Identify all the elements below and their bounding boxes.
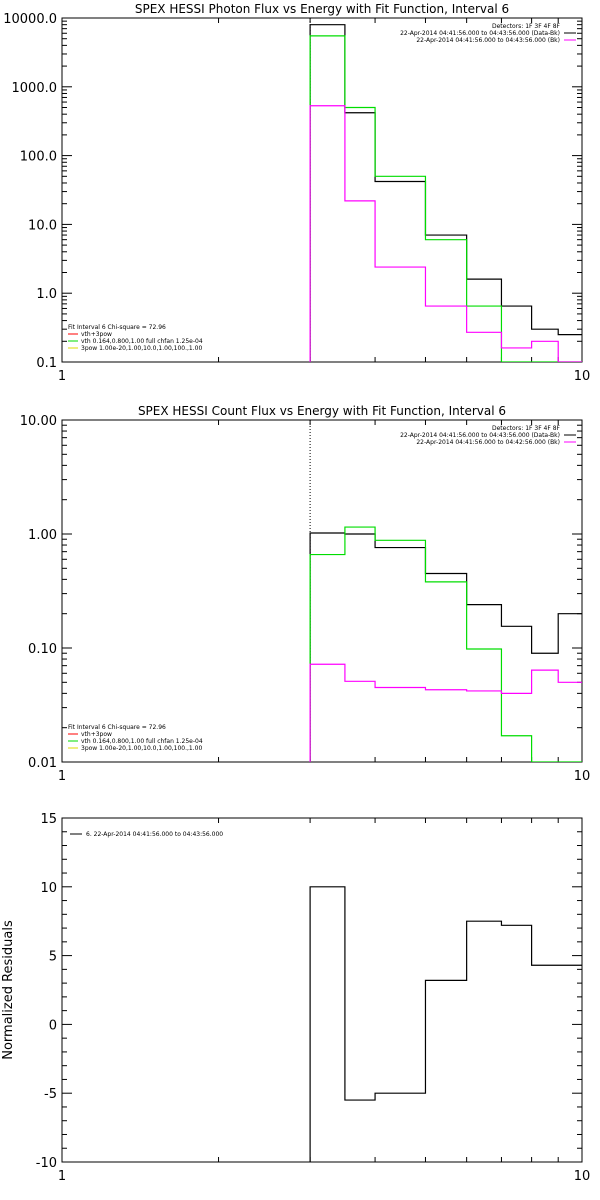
series-3-line (309, 663, 582, 762)
legend-text: vth 0.164,0.800,1.00 full chfan 1.25e-04 (81, 338, 203, 345)
y-tick-label: 10.00 (20, 414, 57, 429)
legend-text: 6. 22-Apr-2014 04:41:56.000 to 04:43:56.… (86, 831, 223, 838)
legend-text: Fit Interval 6 Chi-square = 72.96 (68, 324, 166, 331)
plot-frame (61, 419, 583, 763)
panel-3: -10 -5 0 5 10 15 1 10 Normalized Residuals 6. 22-… (1, 812, 590, 1184)
y-tick-label: 100.0 (20, 150, 57, 165)
plot-frame (61, 17, 583, 363)
series-2-line (309, 526, 582, 762)
legend-text: 22-Apr-2014 04:41:56.000 to 04:43:56.000… (400, 432, 560, 439)
legend-text: 3pow 1.00e-20,1.00,10.0,1.00,100.,1.00 (81, 345, 202, 352)
legend-text: vth+3pow (81, 731, 112, 738)
panel-1: SPEX HESSI Photon Flux vs Energy with Fi… (3, 2, 590, 384)
x-tick-label: 1 (58, 769, 66, 784)
legend-text: Fit Interval 6 Chi-square = 72.96 (68, 724, 166, 731)
legend-text: 22-Apr-2014 04:41:56.000 to 04:43:56.000… (416, 37, 560, 44)
y-tick-label: -5 (44, 1087, 57, 1102)
x-tick-label: 10 (574, 769, 591, 784)
legend-text: 22-Apr-2014 04:41:56.000 to 04:42:56.000… (416, 439, 560, 446)
series-1-line (309, 532, 582, 762)
legend-text: 3pow 1.00e-20,1.00,10.0,1.00,100.,1.00 (81, 745, 202, 752)
legend-text: vth 0.164,0.800,1.00 full chfan 1.25e-04 (81, 738, 203, 745)
y-tick-label: 0.01 (28, 756, 57, 771)
y-axis-label: Normalized Residuals (1, 920, 16, 1060)
chart-title: SPEX HESSI Count Flux vs Energy with Fit… (138, 404, 506, 418)
y-tick-label: 1.00 (28, 528, 57, 543)
series-2-line (309, 35, 582, 362)
legend-text: vth+3pow (81, 331, 112, 338)
series-3-line (309, 105, 582, 362)
y-tick-label: 0.1 (36, 356, 57, 371)
y-tick-label: 0 (49, 1018, 57, 1033)
y-tick-label: 5 (49, 950, 57, 965)
legend-text: 22-Apr-2014 04:41:56.000 to 04:43:56.000… (400, 30, 560, 37)
y-tick-label: 1000.0 (12, 81, 58, 96)
y-tick-label: 0.10 (28, 642, 57, 657)
legend-text: Detectors: 1F 3F 4F 8F (492, 23, 561, 30)
x-tick-label: 10 (574, 1169, 591, 1184)
y-tick-label: 15 (40, 812, 57, 827)
plot-frame (61, 817, 583, 1163)
y-tick-label: 10.0 (28, 218, 57, 233)
x-tick-label: 1 (58, 1169, 66, 1184)
x-tick-label: 1 (58, 369, 66, 384)
y-tick-label: 10 (40, 881, 57, 896)
panel-2: SPEX HESSI Count Flux vs Energy with Fit… (20, 404, 590, 784)
series-1-line (309, 886, 582, 1162)
y-tick-label: 1.0 (36, 287, 57, 302)
y-tick-label: 10000.0 (3, 12, 57, 27)
chart-title: SPEX HESSI Photon Flux vs Energy with Fi… (135, 2, 509, 16)
x-tick-label: 10 (574, 369, 591, 384)
legend-text: Detectors: 1F 3F 4F 8F (492, 425, 561, 432)
series-1-line (309, 24, 582, 362)
y-tick-label: -10 (36, 1156, 57, 1171)
